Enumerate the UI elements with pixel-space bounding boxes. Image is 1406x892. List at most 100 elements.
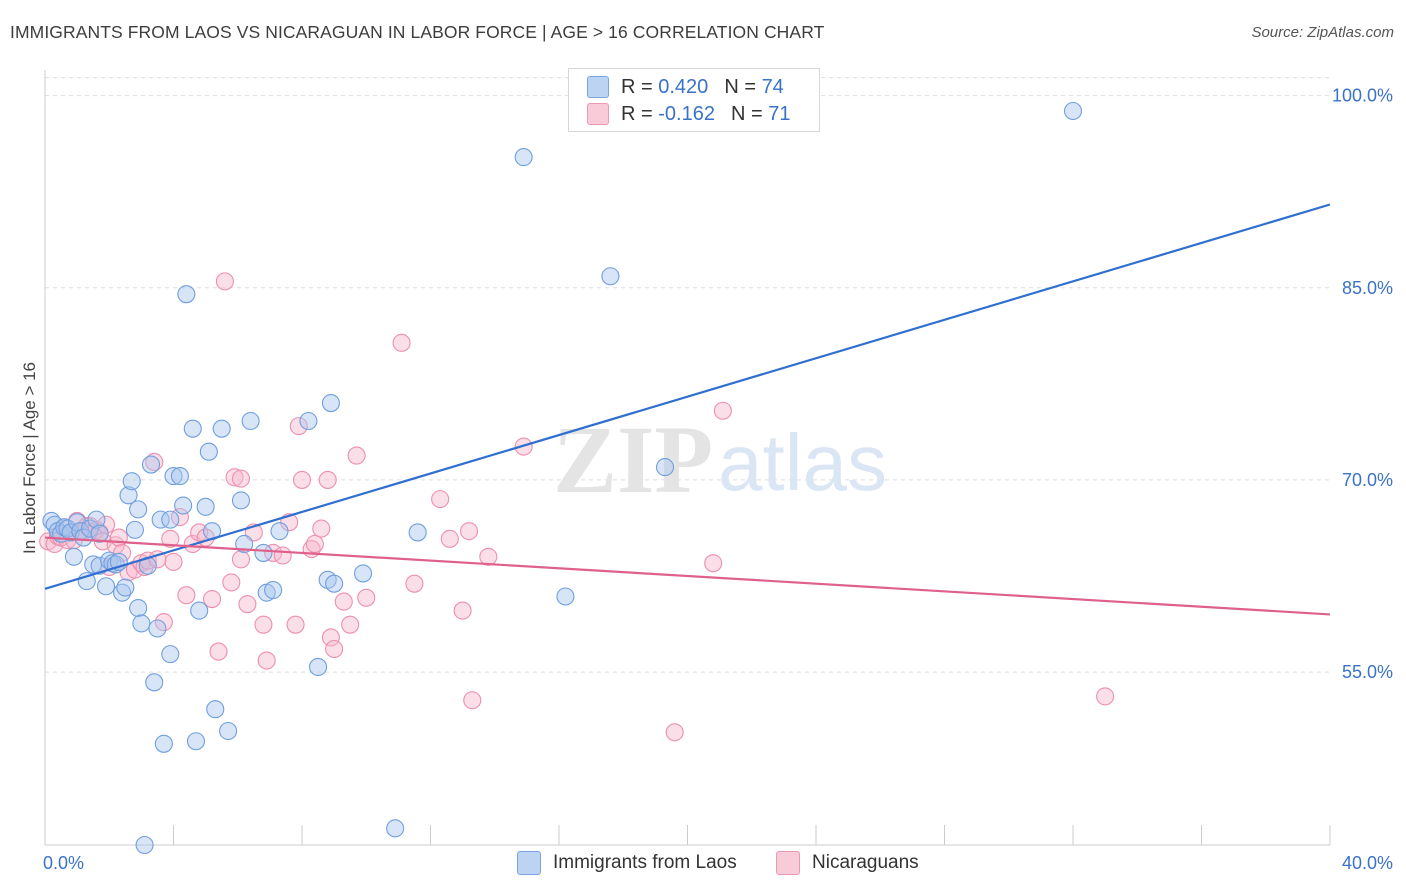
data-point: [254, 615, 273, 634]
data-point: [479, 547, 498, 566]
legend-n-value: 74: [761, 75, 784, 98]
data-point: [463, 691, 482, 710]
chart-title: IMMIGRANTS FROM LAOS VS NICARAGUAN IN LA…: [10, 22, 825, 42]
series-legend-laos: Immigrants from Laos: [517, 851, 737, 875]
data-point: [154, 613, 173, 632]
data-point: [704, 554, 723, 573]
source-label: Source: ZipAtlas.com: [1251, 24, 1394, 41]
x-tick-label-left: 0.0%: [43, 853, 84, 873]
data-point: [125, 520, 144, 539]
legend-swatch-nicaraguans: [587, 103, 609, 125]
data-point: [231, 469, 251, 488]
data-point: [286, 615, 305, 634]
x-tick-label-right: 40.0%: [1342, 853, 1393, 873]
trend-line-pink: [44, 536, 1331, 616]
data-point: [318, 470, 337, 489]
data-point: [334, 592, 353, 611]
data-point: [392, 333, 411, 352]
data-point: [183, 419, 202, 438]
data-point: [174, 496, 193, 515]
data-point: [132, 614, 151, 633]
data-point: [270, 522, 289, 541]
data-point: [203, 589, 222, 609]
data-point: [177, 285, 196, 304]
data-point: [145, 452, 164, 472]
data-point: [321, 628, 340, 647]
data-point: [440, 529, 459, 548]
data-point: [109, 528, 128, 547]
data-point: [231, 550, 251, 569]
data-point: [321, 394, 340, 413]
data-point: [141, 455, 161, 474]
series-label-laos: Immigrants from Laos: [553, 852, 737, 873]
data-point: [713, 401, 732, 420]
data-point: [225, 468, 244, 487]
data-point: [161, 510, 180, 529]
data-point: [241, 411, 260, 431]
legend-swatch-laos: [587, 76, 609, 98]
legend-n-value: 71: [768, 102, 791, 125]
data-point: [325, 574, 344, 593]
data-point: [164, 552, 183, 571]
legend-row-laos: R = 0.420 N = 74: [587, 74, 784, 100]
data-point: [514, 148, 533, 167]
data-point: [405, 574, 424, 593]
data-point: [116, 578, 135, 597]
data-point: [665, 723, 684, 742]
data-point: [309, 657, 328, 676]
data-point: [80, 519, 100, 538]
data-point: [119, 486, 138, 505]
data-point: [129, 500, 148, 519]
data-point: [135, 835, 154, 855]
data-point: [209, 642, 228, 661]
data-point: [386, 819, 405, 838]
watermark: ZIP atlas: [553, 406, 887, 513]
data-point: [177, 586, 196, 605]
legend-row-nicaraguans: R = -0.162 N = 71: [587, 101, 790, 127]
axes: [44, 70, 1331, 846]
data-point: [64, 547, 83, 566]
data-point: [556, 587, 575, 606]
data-point: [254, 543, 273, 562]
data-point: [1063, 101, 1083, 121]
data-point: [154, 734, 173, 753]
y-tick-label: 100.0%: [1332, 86, 1393, 106]
data-point: [190, 601, 209, 620]
data-point: [357, 588, 376, 607]
data-point: [151, 510, 170, 529]
data-point: [212, 419, 231, 438]
data-point: [122, 472, 141, 491]
data-point: [231, 491, 251, 510]
laos-points: [42, 101, 1083, 855]
legend-r-value: 0.420: [658, 75, 709, 98]
data-point: [601, 267, 620, 286]
data-point: [312, 519, 331, 538]
data-point: [113, 583, 132, 602]
y-axis-label: In Labor Force | Age > 16: [20, 362, 39, 554]
data-point: [145, 673, 164, 692]
data-point: [257, 651, 276, 670]
data-point: [196, 497, 215, 516]
watermark-zip: ZIP: [553, 406, 713, 513]
data-point: [148, 619, 167, 638]
data-point: [186, 732, 206, 751]
stats-legend: R = 0.420 N = 74 R = -0.162 N = 71: [568, 68, 820, 132]
data-point: [215, 272, 234, 291]
series-swatch-laos: [517, 851, 541, 875]
trend-line-blue: [44, 203, 1331, 590]
data-point: [206, 700, 225, 719]
data-point: [1096, 687, 1115, 706]
data-point: [655, 458, 675, 477]
data-point: [341, 615, 360, 634]
data-point: [431, 490, 450, 509]
series-swatch-nicaraguans: [776, 851, 800, 875]
data-point: [219, 721, 238, 741]
legend-r-label: R =: [621, 75, 653, 98]
y-tick-label: 70.0%: [1342, 470, 1393, 490]
data-point: [353, 564, 373, 583]
series-legend: Immigrants from Laos Nicaraguans: [0, 851, 1406, 877]
data-point: [347, 446, 366, 465]
data-point: [305, 534, 324, 554]
data-point: [273, 546, 292, 565]
